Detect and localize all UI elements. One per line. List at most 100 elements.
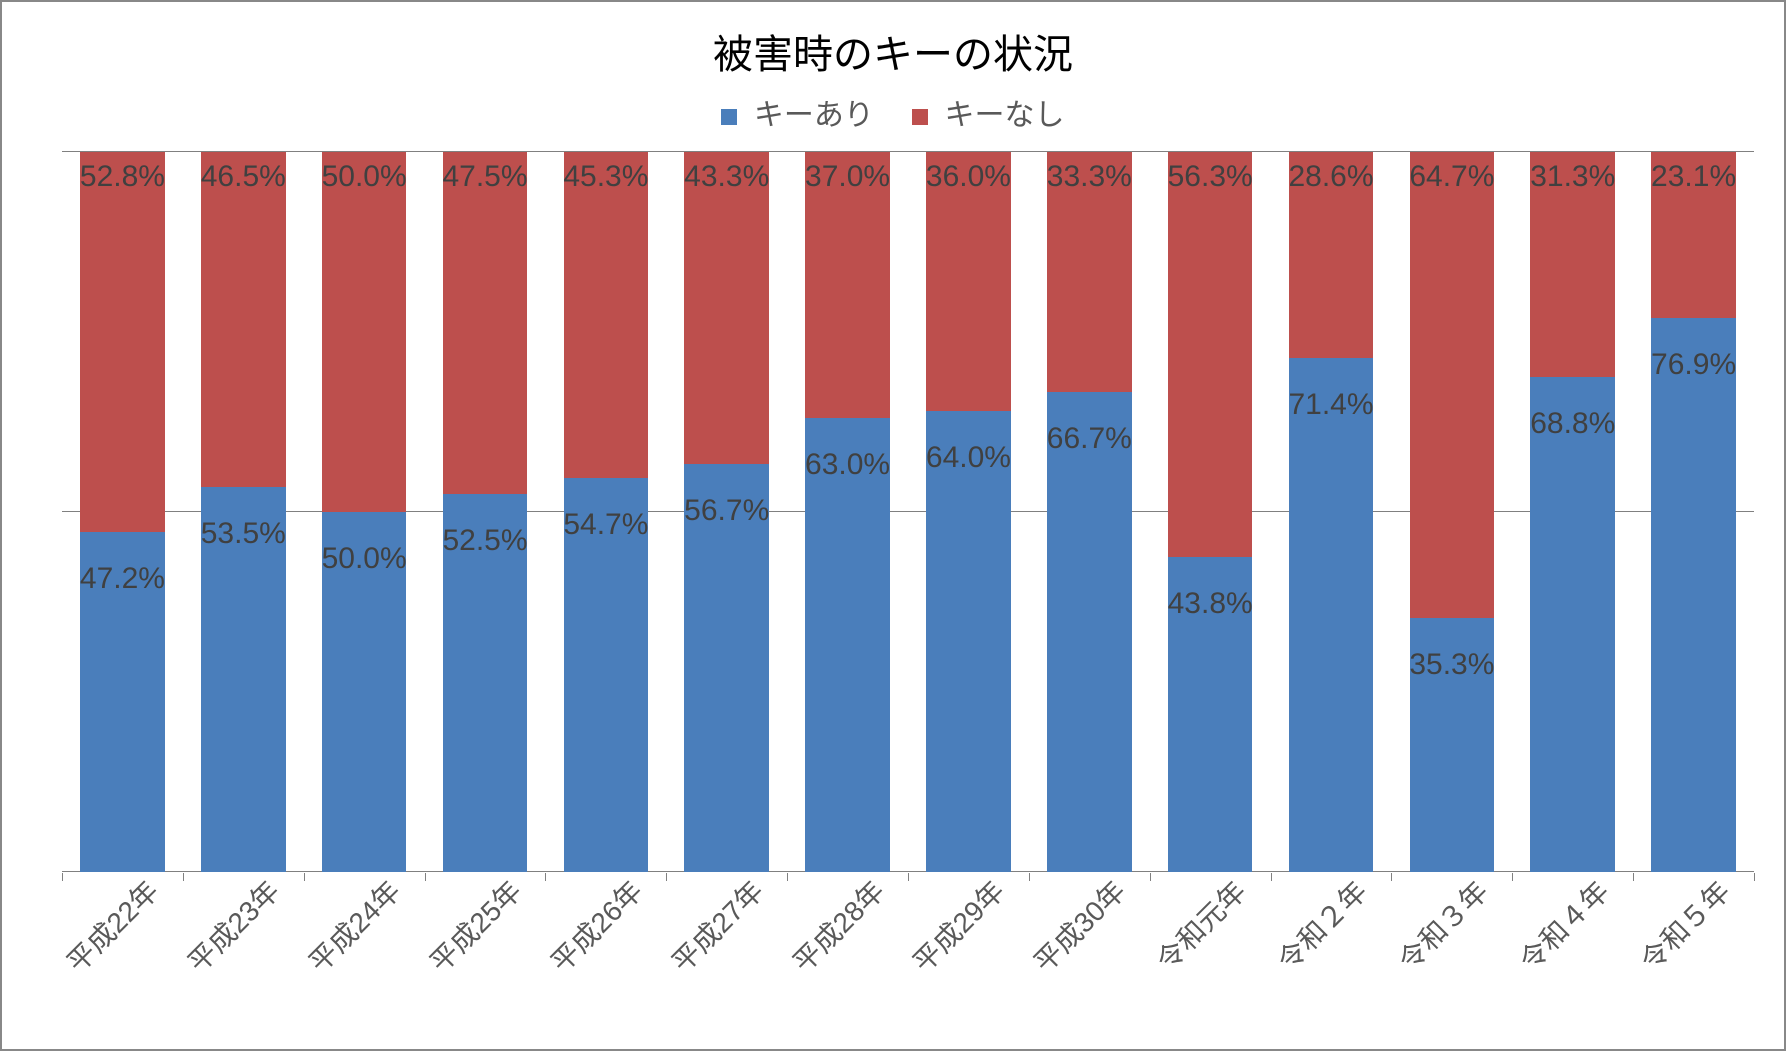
bar-value-label-key-nashi: 50.0% <box>322 160 407 194</box>
bar-value-label-key-ari: 76.9% <box>1651 348 1736 382</box>
legend-item-key-nashi: キーなし <box>912 90 1064 134</box>
legend-swatch-key-ari <box>721 109 737 125</box>
bar-segment-key-nashi: 33.3% <box>1047 152 1132 392</box>
x-axis-label: 平成28年 <box>782 871 892 981</box>
plot-area: 47.2% 52.8% 53.5% 46.5% 50.0% 50.0% 52.5% 47.5%… <box>62 152 1754 872</box>
bar-segment-key-nashi: 64.7% <box>1410 152 1495 618</box>
bar-value-label-key-ari: 56.7% <box>684 494 769 528</box>
bar-slot: 52.5% 47.5% <box>425 152 546 872</box>
bar-segment-key-nashi: 37.0% <box>805 152 890 418</box>
x-label-slot: 平成26年 <box>545 877 666 1017</box>
bar-slot: 56.7% 43.3% <box>666 152 787 872</box>
bar-slot: 66.7% 33.3% <box>1029 152 1150 872</box>
bar-slot: 47.2% 52.8% <box>62 152 183 872</box>
x-axis-label: 平成23年 <box>178 871 288 981</box>
x-label-slot: 平成27年 <box>666 877 787 1017</box>
x-label-slot: 平成28年 <box>787 877 908 1017</box>
bar-value-label-key-nashi: 33.3% <box>1047 160 1132 194</box>
bar-value-label-key-ari: 50.0% <box>322 542 407 576</box>
bar-segment-key-nashi: 36.0% <box>926 152 1011 411</box>
x-label-slot: 令和５年 <box>1633 877 1754 1017</box>
x-label-slot: 平成24年 <box>304 877 425 1017</box>
x-tick <box>908 873 909 881</box>
stacked-bar: 50.0% 50.0% <box>322 152 407 872</box>
bar-segment-key-ari: 43.8% <box>1168 557 1253 872</box>
bar-value-label-key-ari: 68.8% <box>1530 407 1615 441</box>
bar-segment-key-nashi: 23.1% <box>1651 152 1736 318</box>
bar-value-label-key-nashi: 56.3% <box>1168 160 1253 194</box>
legend-item-key-ari: キーあり <box>721 90 873 134</box>
stacked-bar: 68.8% 31.3% <box>1530 152 1615 872</box>
bar-segment-key-ari: 47.2% <box>80 532 165 872</box>
bar-segment-key-ari: 66.7% <box>1047 392 1132 872</box>
bar-value-label-key-nashi: 43.3% <box>684 160 769 194</box>
x-axis-label: 令和元年 <box>1147 871 1254 978</box>
bar-value-label-key-ari: 47.2% <box>80 562 165 596</box>
bars-row: 47.2% 52.8% 53.5% 46.5% 50.0% 50.0% 52.5% 47.5%… <box>62 152 1754 872</box>
bar-value-label-key-nashi: 45.3% <box>563 160 648 194</box>
x-tick <box>183 873 184 881</box>
x-label-slot: 平成22年 <box>62 877 183 1017</box>
x-axis-label: 平成22年 <box>57 871 167 981</box>
x-tick <box>1029 873 1030 881</box>
bar-slot: 35.3% 64.7% <box>1391 152 1512 872</box>
bar-slot: 71.4% 28.6% <box>1271 152 1392 872</box>
x-label-slot: 平成23年 <box>183 877 304 1017</box>
x-tick <box>62 873 63 881</box>
bar-value-label-key-ari: 52.5% <box>442 524 527 558</box>
bar-value-label-key-nashi: 52.8% <box>80 160 165 194</box>
stacked-bar: 66.7% 33.3% <box>1047 152 1132 872</box>
bar-slot: 43.8% 56.3% <box>1150 152 1271 872</box>
bar-value-label-key-ari: 54.7% <box>563 508 648 542</box>
bar-value-label-key-ari: 35.3% <box>1409 648 1494 682</box>
x-axis-label: 令和３年 <box>1389 871 1496 978</box>
x-tick <box>787 873 788 881</box>
bar-value-label-key-ari: 66.7% <box>1047 422 1132 456</box>
x-tick <box>1271 873 1272 881</box>
bar-value-label-key-ari: 71.4% <box>1288 388 1373 422</box>
stacked-bar: 53.5% 46.5% <box>201 152 286 872</box>
x-tick <box>1633 873 1634 881</box>
stacked-bar: 35.3% 64.7% <box>1410 152 1495 872</box>
x-tick <box>425 873 426 881</box>
stacked-bar: 47.2% 52.8% <box>80 152 165 872</box>
x-label-slot: 平成25年 <box>425 877 546 1017</box>
bar-value-label-key-nashi: 47.5% <box>442 160 527 194</box>
x-tick <box>304 873 305 881</box>
stacked-bar: 71.4% 28.6% <box>1289 152 1374 872</box>
bar-segment-key-nashi: 56.3% <box>1168 152 1253 557</box>
bar-segment-key-ari: 54.7% <box>564 478 649 872</box>
bar-slot: 64.0% 36.0% <box>908 152 1029 872</box>
bar-segment-key-ari: 35.3% <box>1410 618 1495 872</box>
bar-value-label-key-ari: 43.8% <box>1168 587 1253 621</box>
bar-segment-key-nashi: 31.3% <box>1530 152 1615 377</box>
bar-segment-key-nashi: 45.3% <box>564 152 649 478</box>
bar-value-label-key-nashi: 37.0% <box>805 160 890 194</box>
bar-value-label-key-ari: 64.0% <box>926 441 1011 475</box>
stacked-bar: 64.0% 36.0% <box>926 152 1011 872</box>
bar-segment-key-nashi: 28.6% <box>1289 152 1374 358</box>
chart-title: 被害時のキーの状況 <box>2 2 1784 90</box>
bar-segment-key-ari: 71.4% <box>1289 358 1374 872</box>
bar-value-label-key-ari: 53.5% <box>201 517 286 551</box>
bar-segment-key-ari: 68.8% <box>1530 377 1615 872</box>
bar-segment-key-ari: 76.9% <box>1651 318 1736 872</box>
x-tick <box>545 873 546 881</box>
bar-value-label-key-nashi: 31.3% <box>1530 160 1615 194</box>
x-axis-label: 平成27年 <box>662 871 772 981</box>
bar-slot: 63.0% 37.0% <box>787 152 908 872</box>
stacked-bar: 54.7% 45.3% <box>564 152 649 872</box>
bar-slot: 54.7% 45.3% <box>545 152 666 872</box>
bar-slot: 68.8% 31.3% <box>1512 152 1633 872</box>
bar-value-label-key-nashi: 23.1% <box>1651 160 1736 194</box>
bar-segment-key-ari: 63.0% <box>805 418 890 872</box>
bar-segment-key-nashi: 50.0% <box>322 152 407 512</box>
x-tick <box>666 873 667 881</box>
stacked-bar: 52.5% 47.5% <box>443 152 528 872</box>
bar-value-label-key-nashi: 36.0% <box>926 160 1011 194</box>
x-axis-label: 令和２年 <box>1268 871 1375 978</box>
bar-segment-key-nashi: 46.5% <box>201 152 286 487</box>
bar-segment-key-nashi: 52.8% <box>80 152 165 532</box>
stacked-bar: 43.8% 56.3% <box>1168 152 1253 872</box>
x-axis-label: 令和５年 <box>1630 871 1737 978</box>
